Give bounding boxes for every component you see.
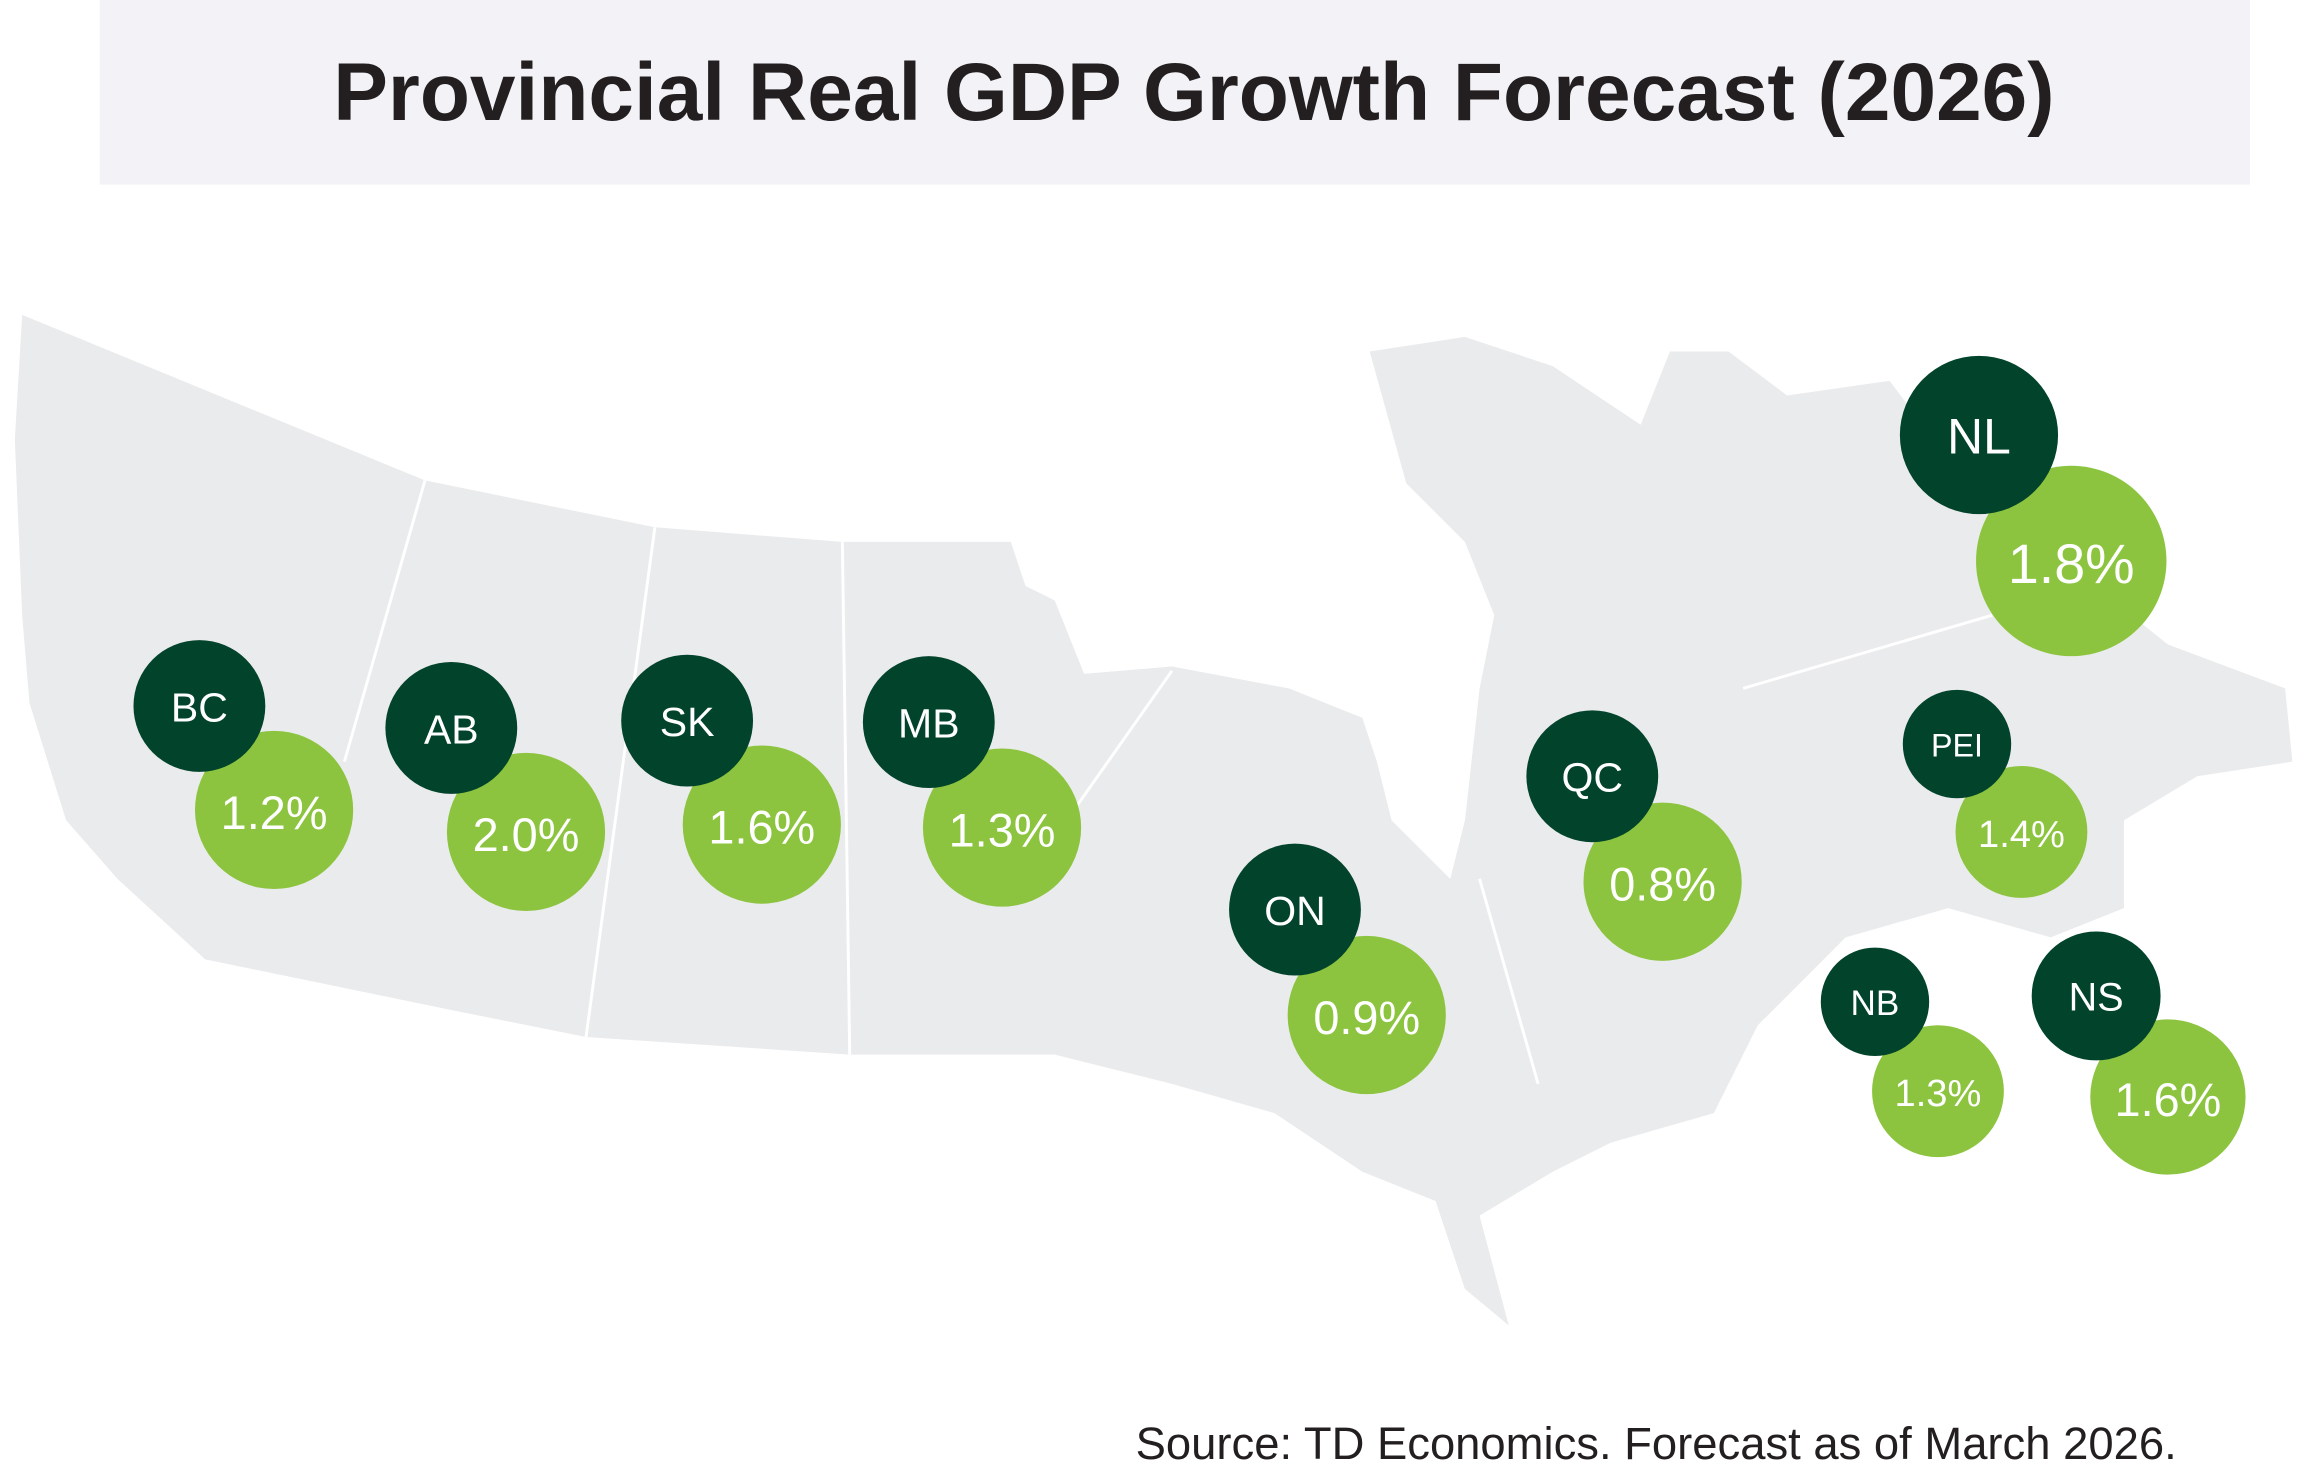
province-on: 0.9% ON: [1229, 843, 1446, 1095]
growth-label: 1.2%: [221, 787, 328, 839]
growth-circle: [194, 730, 354, 890]
province-nb: 1.3% NB: [1820, 947, 2004, 1158]
province-circle: [1526, 710, 1659, 843]
province-code: NB: [1851, 984, 1900, 1023]
province-circle: [1820, 947, 1930, 1057]
province-circle: [1229, 843, 1361, 976]
province-sk: 1.6% SK: [621, 654, 841, 904]
province-qc: 0.8% QC: [1526, 710, 1742, 961]
source-note: Source: TD Economics. Forecast as of Mar…: [1136, 1418, 2177, 1469]
province-code: NL: [1947, 408, 2011, 464]
province-ns: 1.6% NS: [2031, 931, 2246, 1175]
growth-label: 2.0%: [473, 809, 580, 861]
province-bc: 1.2% BC: [133, 640, 354, 890]
growth-circle: [2090, 1019, 2246, 1175]
province-circle: [621, 654, 754, 787]
province-circle: [1899, 355, 2059, 515]
province-code: PEI: [1931, 728, 1983, 764]
province-code: ON: [1264, 888, 1326, 934]
growth-label: 1.8%: [2008, 533, 2135, 595]
growth-label: 0.9%: [1313, 992, 1420, 1044]
growth-circle: [446, 752, 606, 912]
title-bar: [99, 0, 2250, 185]
province-code: BC: [171, 684, 228, 730]
province-pei: 1.4% PEI: [1902, 689, 2088, 898]
chart-title: Provincial Real GDP Growth Forecast (202…: [333, 47, 2054, 138]
province-mb: 1.3% MB: [862, 656, 1082, 907]
growth-label: 1.6%: [708, 802, 815, 854]
growth-label: 1.4%: [1978, 814, 2065, 856]
province-nl: 1.8% NL: [1899, 355, 2167, 657]
growth-circle: [1955, 766, 2088, 898]
growth-circle: [1976, 465, 2167, 657]
province-code: MB: [898, 701, 959, 747]
hudson-bay: [1084, 483, 1495, 879]
growth-label: 0.8%: [1609, 859, 1716, 911]
province-ab: 2.0% AB: [385, 662, 606, 912]
growth-label: 1.3%: [1895, 1073, 1982, 1115]
growth-circle: [1287, 935, 1446, 1095]
province-borders: [342, 480, 1993, 1085]
growth-circle: [682, 745, 841, 904]
province-code: SK: [660, 699, 715, 745]
growth-label: 1.3%: [949, 804, 1056, 856]
province-circle: [133, 640, 266, 772]
province-code: AB: [424, 706, 479, 752]
province-badges: 1.2% BC 2.0% AB 1.6% SK 1.3% MB 0.9% ON 0.8% QC 1.8%…: [133, 355, 2246, 1175]
canada-landmass: [14, 314, 2293, 1326]
province-code: NS: [2069, 975, 2124, 1019]
growth-circle: [1872, 1025, 2004, 1158]
growth-circle: [922, 748, 1082, 907]
province-circle: [1902, 689, 2012, 799]
province-circle: [2031, 931, 2161, 1061]
province-circle: [862, 656, 995, 788]
growth-circle: [1583, 802, 1742, 961]
growth-label: 1.6%: [2115, 1074, 2222, 1126]
province-circle: [385, 662, 518, 794]
province-code: QC: [1562, 755, 1624, 801]
